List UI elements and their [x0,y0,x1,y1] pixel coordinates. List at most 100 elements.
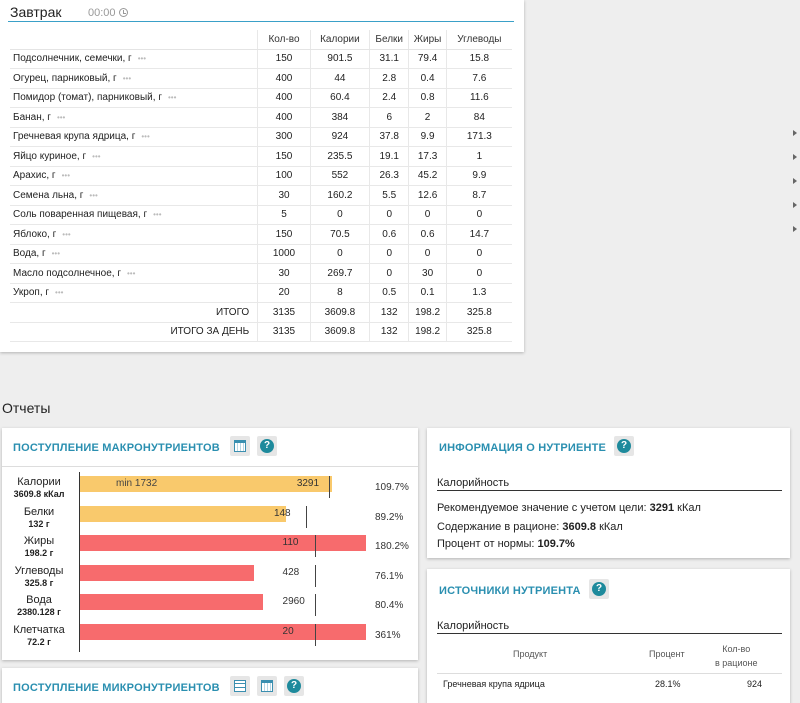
table-row[interactable]: Укроп, г ••• 20 8 0.5 0.1 1.3 [10,283,512,303]
macro-amount: 198.2 г [24,548,54,558]
table-row[interactable]: Огурец, парниковый, г ••• 400 44 2.8 0.4 7.6 [10,68,512,89]
macro-bar-fill [80,535,366,551]
food-name-cell: Соль поваренная пищевая, г ••• [10,205,258,225]
column-header-protein: Белки [368,30,409,50]
expand-arrow-icon[interactable] [793,130,797,136]
cell-qty: 5 [257,205,311,225]
cell-carb: 171.3 [445,127,512,147]
meal-header: Завтрак 00:00 [8,4,514,22]
macro-target-marker [314,564,316,587]
row-menu-icon[interactable]: ••• [126,268,136,278]
macro-label: Клетчатка 72.2 г [0,624,78,648]
table-icon [234,680,246,692]
food-name-cell: Яйцо куриное, г ••• [10,146,258,167]
macro-percent: 76.1% [375,570,404,582]
row-menu-icon[interactable]: ••• [51,249,61,259]
cell-qty: 400 [257,68,311,89]
food-name-cell: Гречневая крупа ядрица, г ••• [10,127,258,147]
cell-fat: 0 [408,244,447,264]
table-row[interactable]: Подсолнечник, семечки, г ••• 150 901.5 31.1 7… [10,49,512,69]
table-row[interactable]: Вода, г ••• 1000 0 0 0 0 [10,244,512,264]
expand-arrow-icon[interactable] [793,226,797,232]
table-row[interactable]: Гречневая крупа ядрица, г ••• 300 924 37.8 9.… [10,127,512,147]
micros-calendar-button[interactable] [257,676,277,696]
cell-cal: 0 [309,205,370,225]
cell-cal: 552 [309,166,370,186]
table-row[interactable]: Семена льна, г ••• 30 160.2 5.5 12.6 8.7 [10,185,512,206]
row-menu-icon[interactable]: ••• [137,54,147,64]
table-header-row: Кол-во Калории Белки Жиры Углеводы [10,30,512,50]
source-product: Гречневая крупа ядрица [443,679,545,689]
food-name: Банан, г [13,111,51,123]
table-row[interactable]: Помидор (томат), парниковый, г ••• 400 60.4… [10,88,512,108]
macro-percent: 109.7% [375,482,409,493]
total-qty: 3135 [257,302,311,323]
row-menu-icon[interactable]: ••• [122,73,132,83]
expand-arrow-icon[interactable] [793,154,797,160]
food-name-cell: Подсолнечник, семечки, г ••• [10,49,258,69]
cell-carb: 1 [445,146,512,167]
cell-prot: 6 [368,107,409,128]
column-header-calories: Калории [309,30,370,50]
micros-table-button[interactable] [230,676,250,696]
row-menu-icon[interactable]: ••• [62,229,71,239]
table-row[interactable]: Банан, г ••• 400 384 6 2 84 [10,107,512,128]
meal-time[interactable]: 00:00 [88,7,128,19]
table-row[interactable]: Яблоко, г ••• 150 70.5 0.6 0.6 14.7 [10,224,512,245]
row-menu-icon[interactable]: ••• [167,93,177,103]
food-name: Вода, г [13,248,46,260]
cell-cal: 0 [309,244,370,264]
content-value-label: Содержание в рационе: [437,521,560,533]
food-name-cell: Банан, г ••• [10,107,258,128]
row-menu-icon[interactable]: ••• [55,288,64,298]
nutrient-info-title: ИНФОРМАЦИЯ О НУТРИЕНТЕ [439,442,607,454]
food-name: Яйцо куриное, г [13,150,87,162]
cell-fat: 0.4 [408,68,447,89]
macro-label: Вода 2380.128 г [0,594,78,618]
row-menu-icon[interactable]: ••• [61,171,70,181]
recommended-value-unit: кКал [677,502,701,514]
micros-help-button[interactable]: ? [284,676,304,696]
cell-qty: 30 [257,263,311,284]
macro-target-value: 3291 [296,478,320,489]
chart-axis-line [79,472,80,652]
cell-qty: 300 [257,127,311,147]
row-menu-icon[interactable]: ••• [89,190,98,200]
help-icon: ? [260,439,274,453]
panel-divider [437,673,782,674]
macro-amount: 72.2 г [27,636,51,647]
row-menu-icon[interactable]: ••• [56,112,66,122]
table-row[interactable]: Масло подсолнечное, г ••• 30 269.7 0 30 0 [10,263,512,284]
nutrient-sources-help-button[interactable]: ? [589,579,609,599]
macro-row: Углеводы 325.8 г 428 76.1% [0,564,418,595]
table-row[interactable]: Соль поваренная пищевая, г ••• 5 0 0 0 0 [10,205,512,225]
row-menu-icon[interactable]: ••• [92,151,101,161]
percent-of-norm-line: Процент от нормы: 109.7% [437,538,575,550]
macro-name: Калории [17,476,61,488]
macro-bar-fill [80,594,264,610]
food-name-cell: Огурец, парниковый, г ••• [10,68,258,89]
table-row[interactable]: Арахис, г ••• 100 552 26.3 45.2 9.9 [10,166,512,186]
help-icon: ? [617,439,631,453]
source-qty: 924 [747,679,763,689]
help-icon: ? [592,582,606,596]
macros-help-button[interactable]: ? [257,436,277,456]
macro-name: Углеводы [14,564,64,577]
micronutrient-panel-title: ПОСТУПЛЕНИЕ МИКРОНУТРИЕНТОВ [13,682,220,694]
row-menu-icon[interactable]: ••• [153,210,162,220]
table-row[interactable]: Яйцо куриное, г ••• 150 235.5 19.1 17.3 1 [10,146,512,167]
expand-arrow-icon[interactable] [793,202,797,208]
source-percent: 28.1% [655,679,681,689]
cell-carb: 15.8 [445,49,512,69]
nutrient-info-help-button[interactable]: ? [614,436,634,456]
macros-calendar-button[interactable] [230,436,250,456]
percent-of-norm-label: Процент от нормы: [437,538,535,550]
row-menu-icon[interactable]: ••• [141,132,150,142]
cell-cal: 269.7 [309,263,370,284]
expand-arrow-icon[interactable] [793,178,797,184]
clock-icon[interactable] [118,8,128,17]
cell-carb: 0 [445,244,512,264]
table-row[interactable]: Гречневая крупа ядрица 28.1% 924 [437,679,782,693]
cell-fat: 45.2 [408,166,447,186]
cell-qty: 400 [257,88,311,108]
